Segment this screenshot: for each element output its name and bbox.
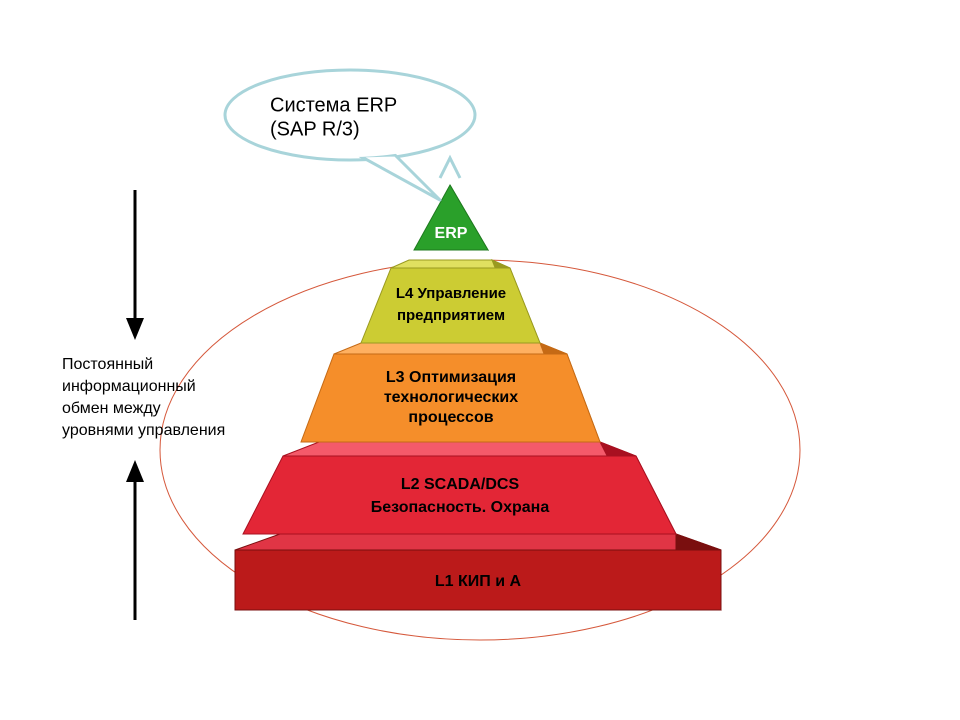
side-text-3: обмен между: [62, 400, 161, 417]
level-l2: L2 SCADA/DCS Безопасность. Охрана: [243, 442, 676, 534]
level-l4: L4 Управление предприятием: [361, 260, 540, 343]
l4-label-1: L4 Управление: [396, 285, 506, 302]
erp-label: ERP: [435, 225, 468, 242]
l1-label: L1 КИП и А: [435, 573, 522, 590]
l2-label-1: L2 SCADA/DCS: [401, 476, 520, 493]
side-text: Постоянный информационный обмен между ур…: [62, 356, 225, 439]
l4-label-2: предприятием: [397, 307, 505, 324]
level-l1: L1 КИП и А: [235, 534, 721, 610]
pyramid-diagram: L1 КИП и А L2 SCADA/DCS Безопасность. Ох…: [0, 0, 960, 720]
callout-line2: (SAP R/3): [270, 118, 360, 140]
l3-label-1: L3 Оптимизация: [386, 369, 516, 386]
callout-line1: Система ERP: [270, 94, 397, 116]
level-erp: ERP: [414, 185, 488, 250]
side-text-4: уровнями управления: [62, 422, 225, 439]
callout-bubble: Система ERP (SAP R/3): [225, 70, 475, 200]
l2-label-2: Безопасность. Охрана: [371, 499, 550, 516]
level-l3: L3 Оптимизация технологических процессов: [301, 343, 600, 442]
side-text-1: Постоянный: [62, 356, 153, 373]
side-text-2: информационный: [62, 378, 196, 395]
l3-label-3: процессов: [408, 409, 493, 426]
l3-label-2: технологических: [384, 389, 518, 406]
